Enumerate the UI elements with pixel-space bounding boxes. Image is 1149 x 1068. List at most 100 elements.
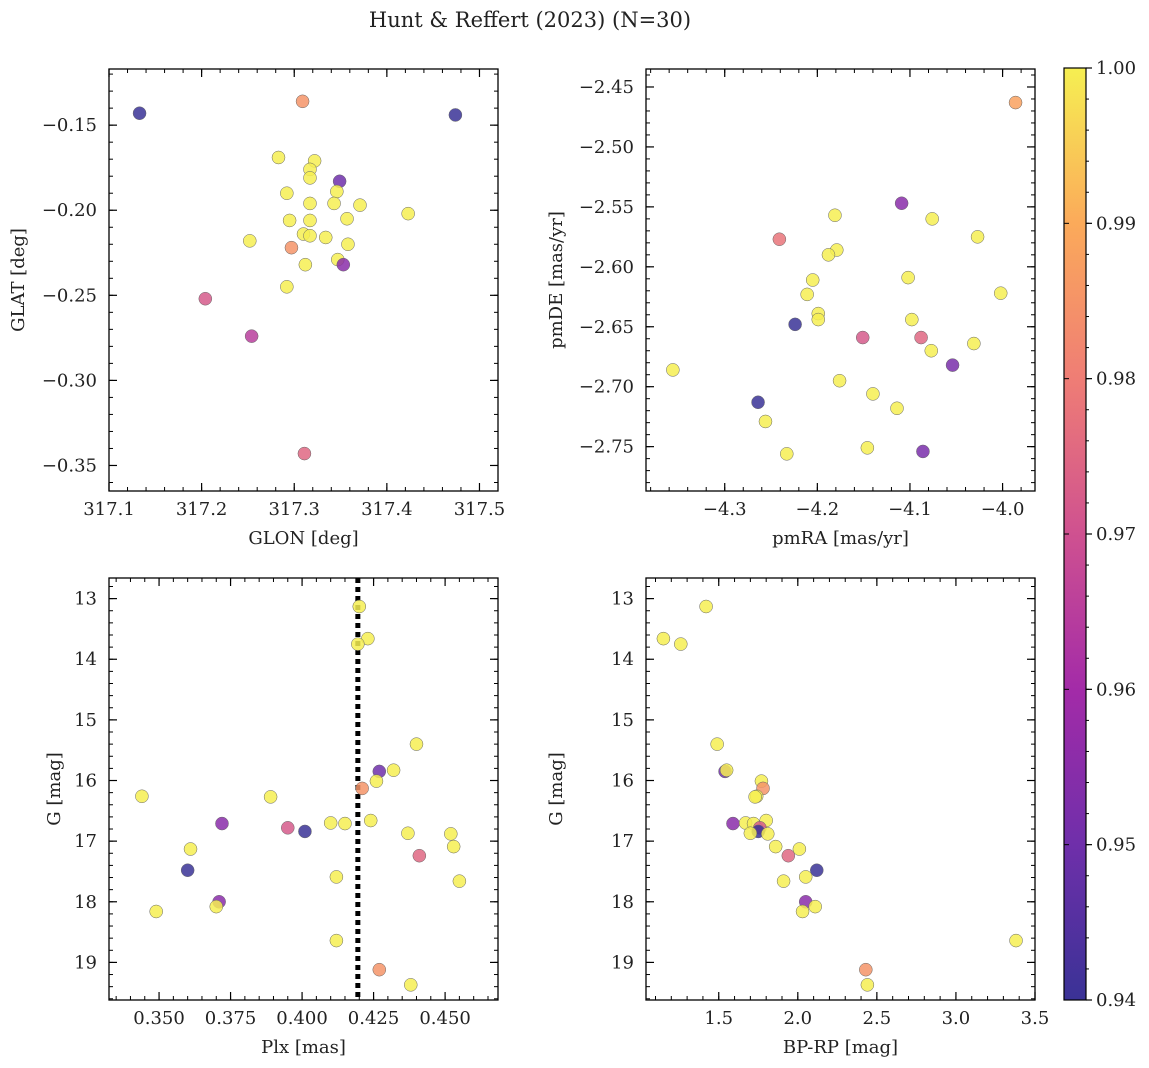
colorbar: 0.94 0.95 0.96 0.97 0.98 0.99 1.00 — [1063, 58, 1136, 1011]
x-axis-label: Plx [mas] — [261, 1037, 346, 1058]
data-point — [244, 329, 259, 343]
x-tick-label: −4.0 — [981, 499, 1025, 520]
data-point — [905, 312, 919, 327]
data-point — [336, 257, 351, 272]
data-point — [327, 196, 341, 211]
data-point — [303, 229, 317, 243]
data-point — [860, 978, 875, 992]
y-tick-label: 18 — [611, 892, 634, 913]
y-tick-label: −2.65 — [579, 317, 634, 338]
data-point — [798, 870, 813, 884]
y-axis-label: pmDE [mas/yr] — [546, 211, 567, 349]
y-tick-label: 17 — [611, 831, 634, 852]
data-point — [828, 208, 842, 223]
data-point — [925, 212, 939, 226]
data-point — [295, 94, 310, 109]
data-point — [993, 286, 1008, 300]
data-point — [748, 790, 762, 804]
data-point — [281, 821, 295, 835]
data-point — [860, 441, 875, 455]
data-point — [444, 827, 458, 841]
data-point — [768, 839, 783, 854]
data-point — [808, 899, 822, 914]
data-point — [710, 737, 724, 751]
data-point — [409, 737, 424, 751]
colorbar-tick-label: 0.98 — [1096, 369, 1136, 390]
x-tick-label: 1.5 — [704, 1008, 733, 1029]
y-tick-label: 19 — [611, 952, 634, 973]
y-tick-label: −0.25 — [42, 285, 97, 306]
data-point — [945, 358, 960, 372]
data-point — [386, 763, 401, 777]
data-point — [209, 899, 224, 914]
data-point — [303, 196, 317, 211]
y-tick-label: −0.35 — [42, 455, 97, 476]
axes-frame — [108, 68, 499, 492]
data-point — [924, 343, 939, 358]
data-point — [303, 213, 317, 228]
data-point — [761, 827, 775, 841]
data-point — [901, 270, 915, 285]
data-point — [890, 401, 904, 416]
data-point — [282, 213, 297, 228]
x-tick-label: 2.0 — [783, 1008, 812, 1029]
data-point — [297, 446, 312, 461]
y-tick-label: −0.20 — [42, 200, 97, 221]
x-axis-label: pmRA [mas/yr] — [772, 528, 909, 549]
x-tick-label: 0.350 — [133, 1008, 185, 1029]
data-point — [914, 330, 928, 345]
x-tick-label: 317.3 — [268, 499, 320, 520]
data-point — [772, 232, 787, 246]
x-tick-label: 3.5 — [1021, 1008, 1050, 1029]
data-point — [369, 774, 384, 788]
x-tick-label: 317.5 — [454, 499, 506, 520]
data-point — [338, 816, 352, 831]
axes-frame — [645, 68, 1036, 492]
data-point — [719, 763, 734, 777]
x-tick-label: 0.375 — [205, 1008, 257, 1029]
y-tick-label: 14 — [611, 649, 634, 670]
data-point — [298, 257, 313, 272]
data-point — [183, 842, 198, 856]
data-point — [149, 904, 163, 919]
y-tick-label: −2.55 — [579, 197, 634, 218]
data-point — [970, 230, 985, 244]
data-point — [355, 781, 369, 796]
x-tick-label: −4.3 — [703, 499, 747, 520]
x-tick-label: −4.2 — [795, 499, 839, 520]
colorbar-tick-label: 0.99 — [1096, 213, 1136, 234]
data-point — [1008, 95, 1023, 110]
data-point — [656, 631, 671, 646]
x-tick-label: −4.1 — [888, 499, 932, 520]
data-point — [792, 842, 807, 856]
colorbar-ticks: 0.94 0.95 0.96 0.97 0.98 0.99 1.00 — [1064, 58, 1136, 1011]
data-point — [726, 816, 740, 831]
data-point — [318, 230, 333, 245]
y-tick-label: 13 — [611, 589, 634, 610]
colorbar-tick-label: 0.97 — [1096, 524, 1136, 545]
colorbar-tick-label: 0.96 — [1096, 679, 1136, 700]
y-tick-label: 16 — [74, 771, 97, 792]
data-point — [351, 637, 365, 651]
colorbar-tick-label: 1.00 — [1096, 58, 1136, 79]
axes-frame — [108, 577, 499, 1001]
y-tick-label: 19 — [74, 952, 97, 973]
y-tick-label: −2.60 — [579, 257, 634, 278]
data-point — [805, 273, 820, 287]
x-tick-label: 3.0 — [942, 1008, 971, 1029]
data-point — [330, 184, 344, 199]
data-point — [788, 317, 802, 332]
data-point — [758, 414, 773, 429]
x-tick-label: 2.5 — [863, 1008, 892, 1029]
data-point — [811, 312, 826, 327]
data-point — [280, 280, 294, 294]
data-point — [1009, 933, 1023, 948]
x-tick-label: 0.425 — [348, 1008, 400, 1029]
y-tick-label: −0.15 — [42, 115, 97, 136]
data-point — [674, 637, 688, 651]
data-point — [135, 789, 149, 804]
panel-glon-glat: 317.1 317.2 317.3 317.4 317.5 −0.35 −0.30 −0.25… — [8, 68, 506, 549]
y-tick-label: 16 — [611, 771, 634, 792]
data-point — [280, 186, 294, 200]
